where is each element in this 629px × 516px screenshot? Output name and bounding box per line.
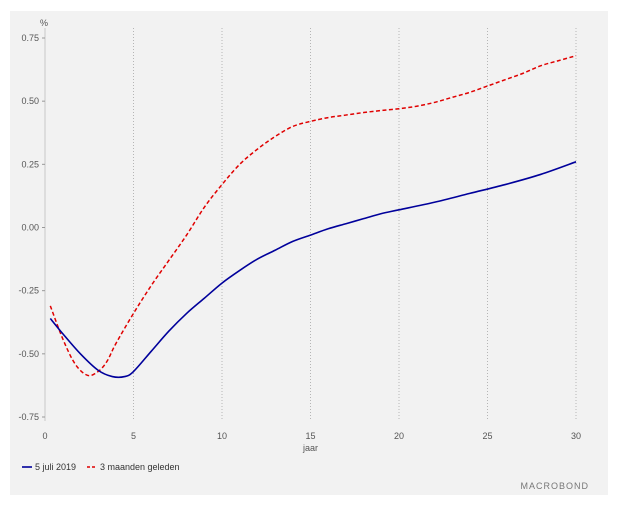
x-tick-label: 15 <box>305 431 315 441</box>
x-tick-label: 20 <box>394 431 404 441</box>
brand-text: MACROBOND <box>520 481 589 491</box>
x-tick-label: 10 <box>217 431 227 441</box>
chart-frame <box>10 11 608 495</box>
x-axis-label: jaar <box>302 443 318 453</box>
y-tick-label: -0.75 <box>18 412 39 422</box>
legend: 5 juli 2019 3 maanden geleden <box>22 462 180 472</box>
x-tick-label: 30 <box>571 431 581 441</box>
series-line-3-maanden-geleden <box>49 54 577 377</box>
series-line-5-juli-2019 <box>49 161 577 379</box>
y-tick-label: 0.00 <box>21 223 39 233</box>
y-tick-label: -0.50 <box>18 349 39 359</box>
y-axis-label: % <box>40 18 48 28</box>
y-tick-label: 0.75 <box>21 33 39 43</box>
x-tick-label: 0 <box>42 431 47 441</box>
axes: 0.75 0.50 0.25 0.00 -0.25 -0.50 -0.750 5 10 15 20 2… <box>18 28 581 441</box>
y-tick-label: -0.25 <box>18 286 39 296</box>
y-tick-label: 0.25 <box>21 159 39 169</box>
grid <box>133 28 577 421</box>
x-tick-label: 5 <box>131 431 136 441</box>
macrobond-logo: MACROBOND <box>520 481 589 491</box>
y-tick-label: 0.50 <box>21 96 39 106</box>
legend-label: 3 maanden geleden <box>100 462 180 472</box>
x-tick-label: 25 <box>482 431 492 441</box>
legend-label: 5 juli 2019 <box>35 462 76 472</box>
series <box>49 54 577 379</box>
